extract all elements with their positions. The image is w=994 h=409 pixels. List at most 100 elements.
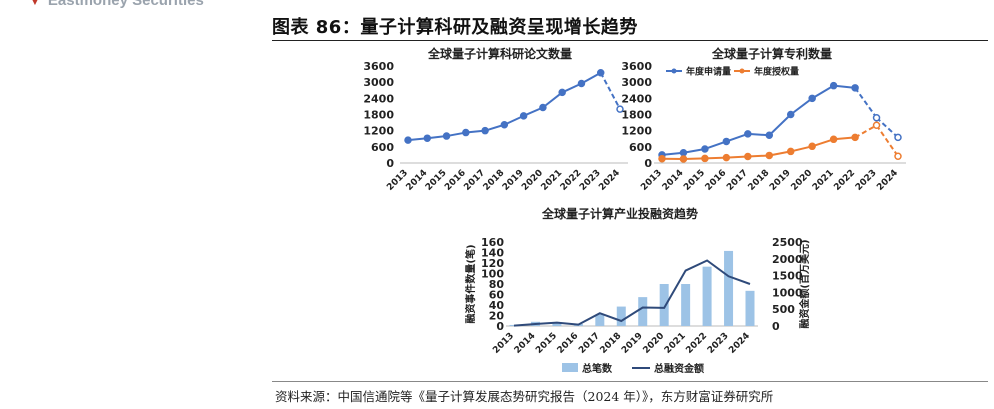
patents-series-2-point [786,147,795,156]
x-tick-label: 2016 [704,168,729,193]
y-tick-label: 600 [629,141,652,154]
x-tick-label: 2022 [684,331,709,356]
patents-series-2-point [679,155,688,163]
x-tick-label: 2021 [540,168,565,193]
x-tick-label: 2024 [597,168,622,193]
papers-series-point [616,105,624,113]
papers-series-segment [542,91,563,109]
legend-label: 总笔数 [582,362,613,375]
papers-series-point [539,103,547,112]
patents-series-2-point [744,152,752,161]
y-tick-label: 3600 [621,60,652,73]
brand-header: ▼ Eastmoney Securities [30,0,204,9]
patents-series-1-segment [726,132,749,143]
chart-title: 全球量子计算专利数量 [711,46,832,61]
patents-series-1-segment [768,113,792,136]
funding-amount-line [513,259,751,327]
papers-series-segment [599,72,621,110]
y-tick-label: 2400 [621,92,652,105]
bar [552,322,562,326]
chart-title: 全球量子计算产业投融资趋势 [541,206,698,221]
patents-series-1-point [744,130,752,138]
title-divider [272,40,988,41]
y-right-tick-label: 1500 [772,270,803,283]
legend-label: 年度授权量 [754,66,799,78]
patents-series-1-point [894,133,902,142]
y-left-tick-label: 120 [481,257,504,270]
x-tick-label: 2022 [832,168,857,193]
patents-series-1-point [851,84,859,92]
x-tick-label: 2014 [661,168,686,193]
x-tick-label: 2017 [577,331,602,356]
y-tick-label: 1200 [363,125,394,138]
bar [616,306,626,326]
x-tick-label: 2024 [727,331,752,356]
patents-series-2-point [658,154,666,163]
y-tick-label: 0 [386,157,394,170]
charts-canvas: 全球量子计算科研论文数量0600120018002400300036002013… [363,46,906,375]
x-tick-label: 2021 [811,168,836,193]
x-tick-label: 2020 [790,168,815,193]
chart-title: 全球量子计算科研论文数量 [427,46,572,61]
bar [638,297,648,326]
patents-series-2-point [722,153,731,162]
y-left-axis-label: 融资事件数量(笔) [464,244,477,323]
patents-series-2-point [829,135,838,144]
brand-name: Eastmoney Securities [47,0,204,9]
legend-marker [739,68,745,74]
y-left-tick-label: 0 [496,320,504,333]
y-right-tick-label: 1000 [772,286,803,299]
patents-series-1-point [829,81,838,90]
patents-series-2-point [894,152,902,161]
patents-series-1-point [808,94,816,103]
y-right-axis-label: 融资金额(百万美元) [798,239,811,328]
x-tick-label: 2023 [854,168,879,193]
patents-series-1-point [701,145,709,153]
bar [745,290,755,326]
y-tick-label: 1800 [621,109,652,122]
papers-series-point [462,128,470,137]
patents-series-2-segment [875,124,899,157]
y-tick-label: 0 [644,157,652,170]
x-tick-label: 2014 [405,168,430,193]
legend-label: 总融资金额 [654,362,704,375]
figure-source: 资料来源：中国信通院等《量子计算发展态势研究报告（2024 年）》，东方财富证券… [275,389,774,404]
papers-series-point [442,132,451,140]
patents-series-2-segment [854,124,878,139]
x-tick-label: 2023 [706,331,731,356]
source-divider [272,381,988,382]
x-tick-label: 2022 [559,168,584,193]
patents-series-1-point [722,137,731,146]
x-tick-label: 2013 [385,168,410,193]
x-tick-label: 2023 [578,168,603,193]
figure-title: 图表 86：量子计算科研及融资呈现增长趋势 [272,17,638,38]
papers-series-point [423,134,432,142]
papers-series-point [500,120,509,129]
y-left-tick-label: 80 [489,278,505,291]
x-tick-label: 2021 [663,331,688,356]
x-tick-label: 2019 [501,168,526,193]
papers-series-point [577,79,586,88]
y-tick-label: 2400 [363,92,394,105]
patents-series-1-segment [854,87,878,119]
y-right-tick-label: 2000 [772,253,803,266]
papers-series-point [404,136,412,144]
triangle-icon: ▼ [30,0,40,8]
patents-series-1-segment [875,116,899,139]
x-tick-label: 2015 [682,168,707,193]
x-tick-label: 2018 [482,168,507,193]
y-right-tick-label: 500 [772,303,795,316]
legend-label: 年度申请量 [686,66,731,78]
y-tick-label: 3000 [621,76,652,89]
y-tick-label: 3000 [363,76,394,89]
x-tick-label: 2020 [642,331,667,356]
patents-series-1-segment [704,140,727,150]
y-tick-label: 3600 [363,60,394,73]
y-left-tick-label: 20 [489,310,505,323]
y-tick-label: 600 [371,141,394,154]
bar [724,250,734,326]
x-tick-label: 2013 [639,168,664,193]
x-tick-label: 2016 [556,331,581,356]
papers-series-point [596,68,605,77]
patents-series-2-point [851,133,859,142]
